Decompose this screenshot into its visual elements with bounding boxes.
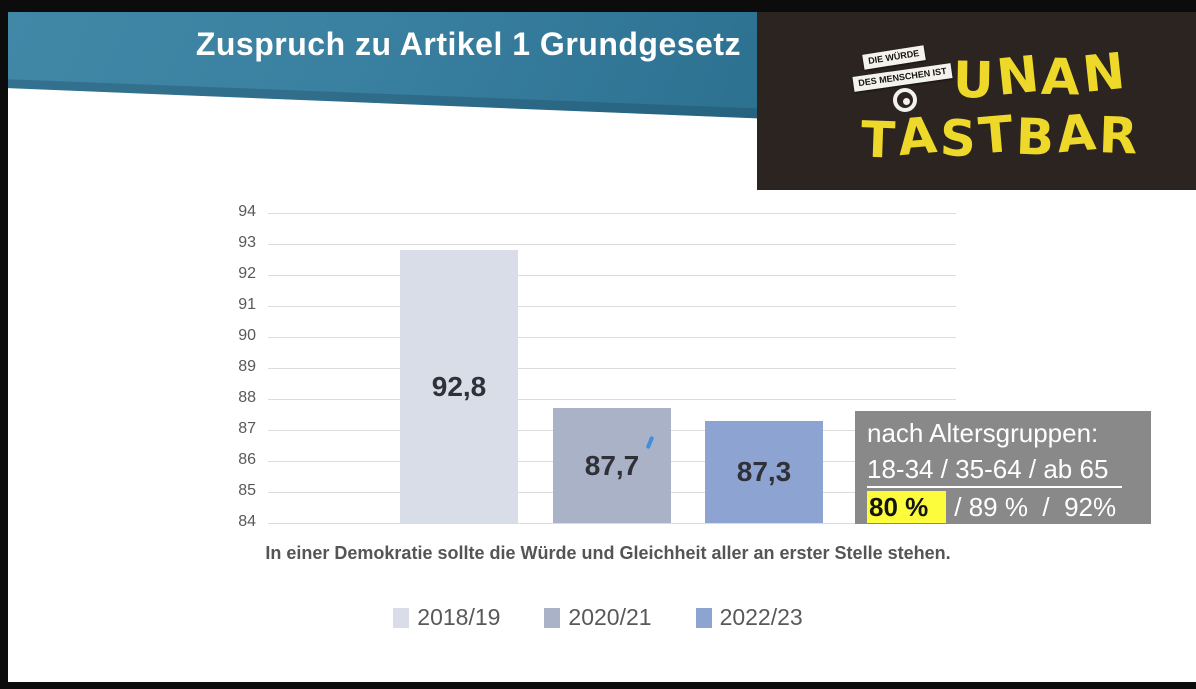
bar-value-label: 87,3 xyxy=(736,455,792,487)
x-axis-caption: In einer Demokratie sollte die Würde und… xyxy=(265,543,951,563)
age-group-heading: nach Altersgruppen: xyxy=(867,418,1099,448)
y-axis-tick-label: 91 xyxy=(238,296,256,313)
logo-ring-icon xyxy=(893,88,917,112)
y-axis-tick-label: 87 xyxy=(238,420,256,437)
logo-word-tastbar: TASTBAR xyxy=(859,102,1142,170)
legend-item: 2022/23 xyxy=(695,604,803,631)
logo-letter: T xyxy=(859,110,900,170)
letterbox-bottom xyxy=(0,682,1196,689)
logo-letter: S xyxy=(938,109,980,169)
age-group-values: 80 % / 89 % / 92% xyxy=(867,489,1139,525)
logo-letter: A xyxy=(895,105,943,168)
bar-chart-plot-area: 92,8 87,7 87,3 xyxy=(268,213,956,524)
gridline xyxy=(268,368,956,369)
bar-value-label: 92,8 xyxy=(431,370,487,402)
highlighted-value: 80 % xyxy=(867,491,947,523)
legend-label: 2018/19 xyxy=(417,604,501,630)
logo-word-unan: UNAN xyxy=(952,41,1131,110)
logo-letter: R xyxy=(1097,106,1142,166)
age-group-ranges: 18-34 / 35-64 / ab 65 xyxy=(867,452,1123,488)
letterbox-top xyxy=(0,0,1196,12)
logo-letter: U xyxy=(952,50,998,110)
gridline xyxy=(268,244,956,245)
y-axis-tick-label: 89 xyxy=(238,358,256,375)
logo-letter: A xyxy=(1040,47,1084,107)
legend-label: 2022/23 xyxy=(719,604,803,630)
y-axis-tick-label: 84 xyxy=(238,513,256,530)
legend-swatch-icon xyxy=(393,607,410,628)
bar-2022/23: 87,3 xyxy=(705,420,823,523)
legend-label: 2020/21 xyxy=(568,604,652,630)
y-axis-tick-label: 93 xyxy=(238,234,256,251)
y-axis-tick-label: 94 xyxy=(238,203,256,220)
legend-item: 2018/19 xyxy=(393,604,500,631)
bar-2018/19: 92,8 xyxy=(400,250,518,523)
legend-swatch-icon xyxy=(695,607,712,628)
logo-letter: T xyxy=(976,104,1019,166)
bar-value-label: 87,7 xyxy=(584,449,640,481)
legend-item: 2020/21 xyxy=(544,604,652,631)
gridline xyxy=(268,399,956,400)
other-values: / 89 % / 92% xyxy=(954,492,1117,522)
page-title: Zuspruch zu Artikel 1 Grundgesetz xyxy=(195,26,741,62)
y-axis-tick-label: 88 xyxy=(238,389,256,406)
gridline xyxy=(268,213,956,214)
bar-2020/21: 87,7 xyxy=(553,408,671,523)
y-axis-tick-label: 92 xyxy=(238,265,256,282)
campaign-logo: DIE WÜRDE DES MENSCHEN IST UNAN TASTBAR xyxy=(757,12,1196,190)
gridline xyxy=(268,306,956,307)
title-banner: Zuspruch zu Artikel 1 Grundgesetz xyxy=(8,12,757,119)
gridline xyxy=(268,275,956,276)
letterbox-left xyxy=(0,0,8,689)
y-axis-tick-label: 90 xyxy=(238,327,256,344)
y-axis-tick-label: 85 xyxy=(238,482,256,499)
logo-tape-label-1: DIE WÜRDE xyxy=(862,45,926,70)
legend-swatch-icon xyxy=(544,607,561,628)
logo-letter: N xyxy=(1080,41,1131,104)
gridline xyxy=(268,523,956,524)
logo-letter: B xyxy=(1014,107,1059,168)
chart-legend: 2018/19 2020/21 2022/23 xyxy=(248,604,948,631)
gridline xyxy=(268,337,956,338)
logo-letter: A xyxy=(1054,102,1102,165)
age-group-annotation-box: nach Altersgruppen: 18-34 / 35-64 / ab 6… xyxy=(855,411,1151,524)
logo-letter: N xyxy=(993,44,1045,107)
y-axis-tick-label: 86 xyxy=(238,451,256,468)
